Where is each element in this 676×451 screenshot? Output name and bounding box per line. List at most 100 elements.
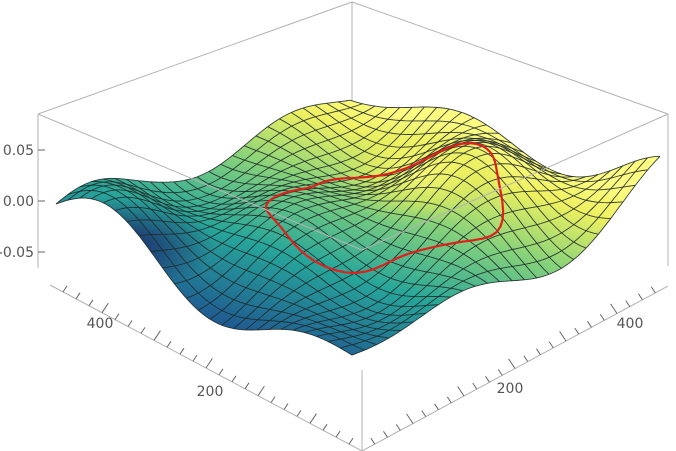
mesh-line <box>126 106 425 224</box>
mesh-line <box>186 124 487 299</box>
axis-tick-mark <box>457 386 465 397</box>
left-axis-tick-label: 200 <box>197 384 224 400</box>
mesh-line <box>326 102 636 191</box>
axis-tick-mark <box>559 331 567 342</box>
axis-tick-mark <box>587 321 592 328</box>
axis-tick-mark <box>127 320 133 327</box>
axis-tick-mark <box>574 327 580 335</box>
left-axis-ticks <box>62 285 354 445</box>
axis-tick-mark <box>335 430 341 438</box>
mesh-line <box>255 135 562 269</box>
axis-tick-mark <box>75 292 81 300</box>
right-axis-tick-label: 400 <box>617 316 644 332</box>
surface <box>55 99 661 356</box>
mesh-line <box>173 181 476 287</box>
mesh-line <box>220 163 525 281</box>
axis-tick-mark <box>62 285 68 293</box>
mesh-line <box>328 160 636 343</box>
axis-tick-mark <box>383 431 388 438</box>
mesh-line <box>257 152 561 331</box>
axis-tick-mark <box>296 410 302 417</box>
mesh-line <box>67 189 365 351</box>
mesh-line <box>351 155 661 356</box>
axis-tick-mark <box>179 347 185 355</box>
axis-tick-mark <box>205 358 213 369</box>
mesh-line <box>349 99 661 178</box>
mesh-line <box>338 101 648 183</box>
right-axis: 400 200 <box>361 285 669 451</box>
mesh-line <box>115 107 413 217</box>
mesh-line <box>55 197 353 356</box>
mesh-line <box>55 99 351 205</box>
mesh-line <box>91 181 390 339</box>
axis-tick-mark <box>508 358 516 369</box>
axis-tick-mark <box>523 355 529 362</box>
mesh-line <box>138 180 439 308</box>
axis-tick-mark <box>497 369 503 376</box>
mesh-line <box>268 163 574 330</box>
mesh-line <box>314 104 624 204</box>
mesh-line <box>79 184 377 346</box>
axis-tick-mark <box>153 330 161 341</box>
box-edge-back-top-left <box>37 1 353 115</box>
surface-mesh <box>55 99 661 356</box>
bounding-box-front <box>37 113 669 451</box>
axis-tick-mark <box>309 413 317 424</box>
mesh-line <box>149 181 451 298</box>
mesh-line <box>232 155 538 279</box>
mesh-line <box>316 165 624 337</box>
mesh-line <box>267 126 575 260</box>
axis-tick-mark <box>101 302 109 313</box>
axis-tick-mark <box>406 413 414 424</box>
mesh-line <box>340 157 648 349</box>
mesh-line <box>280 176 586 330</box>
z-tick-label: -0.05 <box>0 245 34 261</box>
left-axis: 400 200 <box>49 284 363 451</box>
left-axis-tick-label: 400 <box>87 316 114 332</box>
box-edge-front-top-left <box>37 113 363 251</box>
box-edge-front-top-right <box>361 113 669 251</box>
mesh-line <box>126 178 426 316</box>
mesh-line <box>196 176 501 283</box>
box-edge-back-top-right <box>351 1 669 115</box>
axis-tick-mark <box>485 376 490 383</box>
mesh-line <box>102 178 402 331</box>
axis-tick-mark <box>446 396 452 404</box>
axis-tick-mark <box>192 354 198 362</box>
mesh-line <box>162 112 462 269</box>
axis-tick-mark <box>140 327 146 334</box>
axis-tick-mark <box>472 382 478 390</box>
z-tick-label: 0.00 <box>3 194 34 210</box>
axis-tick-mark <box>421 410 427 417</box>
axis-tick-mark <box>610 303 618 314</box>
axis-tick-mark <box>548 341 554 349</box>
axis-tick-mark <box>244 382 250 390</box>
z-axis: 0.05 0.00 -0.05 <box>0 143 45 261</box>
mesh-line <box>174 117 475 285</box>
axis-tick-mark <box>270 396 276 403</box>
axis-tick-mark <box>114 313 120 320</box>
axis-tick-mark <box>395 424 401 431</box>
axis-tick-mark <box>218 368 224 376</box>
contour-line <box>264 142 505 275</box>
mesh-line <box>103 107 400 213</box>
axis-tick-mark <box>370 437 376 445</box>
mesh-line <box>290 112 599 235</box>
axis-tick-mark <box>599 314 605 321</box>
right-axis-ticks <box>370 286 656 445</box>
axis-tick-mark <box>650 286 656 294</box>
mesh-line <box>302 107 611 219</box>
mesh-line <box>245 145 549 331</box>
axis-tick-mark <box>638 293 643 301</box>
axis-tick-mark <box>231 375 237 383</box>
mesh-line <box>67 103 363 201</box>
axis-tick-mark <box>257 385 265 396</box>
mesh-line <box>208 171 513 282</box>
mesh-line <box>244 145 550 275</box>
z-tick-label: 0.05 <box>3 143 34 159</box>
axis-tick-mark <box>348 437 354 445</box>
axis-tick-mark <box>625 300 631 307</box>
axis-tick-mark <box>536 348 541 356</box>
axis-tick-mark <box>88 299 94 307</box>
